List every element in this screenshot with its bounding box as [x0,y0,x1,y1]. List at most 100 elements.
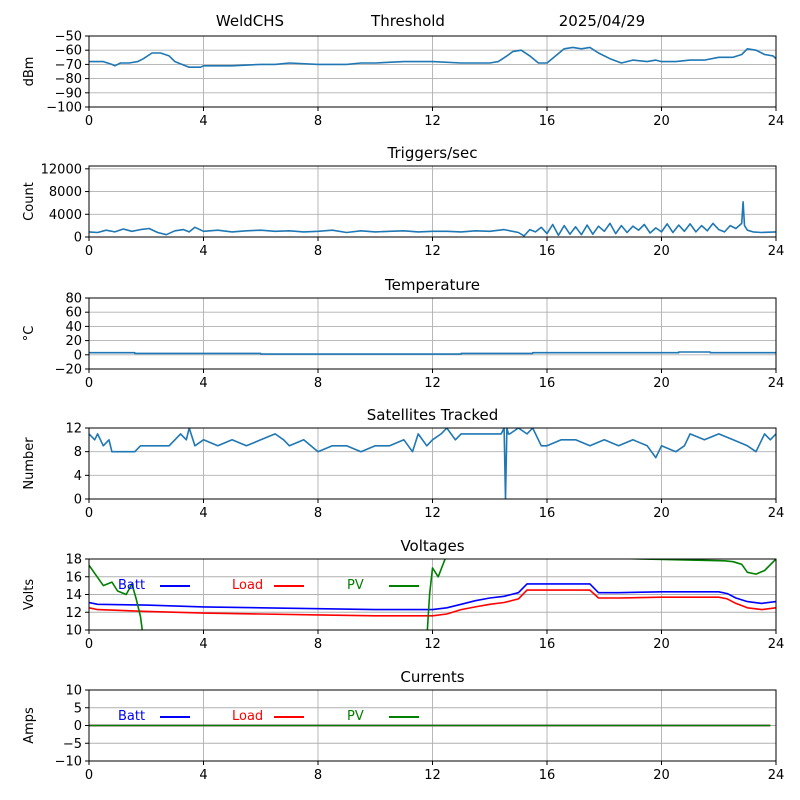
header-station: WeldCHS [216,12,284,30]
y-tick-label: 10 [65,624,82,639]
x-tick-label: 12 [424,244,441,259]
x-tick-label: 24 [768,637,785,652]
series-line [89,428,776,499]
y-tick-label: −10 [55,755,82,770]
legend-label: Load [232,578,263,593]
y-tick-label: −70 [55,58,82,73]
series-line-pv [89,559,776,630]
x-tick-label: 8 [314,376,322,391]
panel-satellites: 0 4 8 12 16 20 24 0 4 8 12 Satellites Tracked Number [22,406,784,521]
y-tick-label: 18 [65,553,82,568]
y-tick-label: 8 [74,445,82,460]
x-tick-label: 16 [539,114,556,129]
y-tick-label: −60 [55,44,82,59]
y-tick-label: −20 [55,363,82,378]
x-tick-label: 8 [314,637,322,652]
panel-threshold: 0 4 8 12 16 20 24 −100−90−80−70−60−50 dBm [22,30,784,130]
x-tick-label: 20 [653,244,670,259]
y-tick-label: 16 [65,570,82,585]
legend-label: Batt [118,578,145,593]
x-tick-label: 20 [653,768,670,783]
y-tick-label: −80 [55,72,82,87]
x-tick-label: 12 [424,637,441,652]
y-tick-label: 4 [74,469,82,484]
y-tick-label: 5 [74,701,82,716]
y-tick-label: 4000 [49,208,82,223]
x-tick-label: 16 [539,376,556,391]
x-tick-label: 16 [539,637,556,652]
x-tick-label: 0 [85,637,93,652]
y-tick-label: 12 [65,606,82,621]
legend-label: Batt [118,709,145,724]
panel-voltages: 0 4 8 12 16 20 24 10 12 14 16 18 Voltages Volts Batt Lo… [22,537,784,652]
x-tick-label: 16 [539,506,556,521]
x-tick-label: 4 [199,376,207,391]
series-line-load [89,589,776,617]
x-tick-label: 24 [768,244,785,259]
panel-title: Satellites Tracked [367,406,498,424]
y-tick-label: −50 [55,30,82,45]
x-tick-label: 16 [539,768,556,783]
x-tick-label: 24 [768,376,785,391]
x-tick-label: 8 [314,244,322,259]
x-tick-label: 4 [199,244,207,259]
x-tick-label: 8 [314,506,322,521]
panel-triggers: 0 4 8 12 16 20 24 0 4000 8000 12000 Triggers/sec Cou… [22,144,784,259]
panel-currents: 0 4 8 12 16 20 24 −10 −5 0 5 10 Currents Amps Batt Load… [22,668,784,783]
legend-label: Load [232,709,263,724]
y-tick-label: 80 [65,292,82,307]
y-tick-label: 14 [65,588,82,603]
x-tick-label: 8 [314,114,322,129]
x-tick-label: 20 [653,506,670,521]
x-tick-label: 0 [85,506,93,521]
x-tick-label: 12 [424,114,441,129]
series-line [89,46,776,68]
x-tick-label: 20 [653,376,670,391]
y-axis-label: Number [22,437,37,490]
x-tick-label: 12 [424,768,441,783]
x-tick-label: 0 [85,768,93,783]
y-tick-label: −90 [55,86,82,101]
panel-title: Temperature [384,276,480,294]
x-tick-label: 20 [653,637,670,652]
y-tick-label: 20 [65,334,82,349]
y-tick-label: 0 [74,348,82,363]
x-tick-label: 16 [539,244,556,259]
y-tick-label: 0 [74,719,82,734]
x-tick-label: 12 [424,376,441,391]
y-tick-label: 40 [65,320,82,335]
y-axis-label: Volts [22,579,37,611]
series-line [89,351,776,355]
x-tick-label: 12 [424,506,441,521]
x-tick-label: 4 [199,114,207,129]
y-tick-label: 10 [65,684,82,699]
panel-title: Voltages [400,537,464,555]
y-axis-label: dBm [22,57,37,87]
y-tick-label: −5 [63,737,82,752]
x-tick-label: 24 [768,768,785,783]
x-tick-label: 8 [314,768,322,783]
y-tick-label: 12 [65,422,82,437]
y-tick-label: 0 [74,493,82,508]
y-tick-label: 12000 [41,162,82,177]
y-tick-label: 8000 [49,185,82,200]
x-tick-label: 4 [199,506,207,521]
y-axis-label: Amps [22,707,37,744]
x-tick-label: 4 [199,768,207,783]
panel-title: Currents [400,668,464,686]
x-tick-label: 24 [768,114,785,129]
x-tick-label: 0 [85,376,93,391]
y-axis-label: °C [22,326,37,342]
series-line-batt [89,583,776,611]
x-tick-label: 20 [653,114,670,129]
panel-title: Triggers/sec [387,144,478,162]
header-mode: Threshold [370,12,445,30]
series-line [89,201,776,237]
header-date: 2025/04/29 [559,12,645,30]
y-tick-label: −100 [46,101,82,116]
x-tick-label: 0 [85,114,93,129]
legend-label: PV [347,578,364,593]
y-tick-label: 60 [65,306,82,321]
